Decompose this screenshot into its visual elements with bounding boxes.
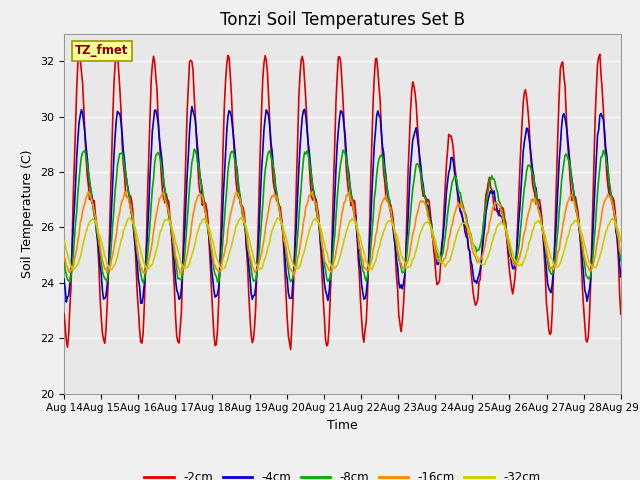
-2cm — [287, 347, 294, 352]
-32cm — [617, 238, 625, 243]
-4cm — [60, 276, 68, 282]
-4cm — [138, 300, 146, 306]
-32cm — [472, 250, 479, 255]
-16cm — [298, 235, 305, 241]
Title: Tonzi Soil Temperatures Set B: Tonzi Soil Temperatures Set B — [220, 11, 465, 29]
-16cm — [374, 220, 381, 226]
-16cm — [122, 189, 129, 195]
-32cm — [401, 259, 408, 264]
-4cm — [374, 108, 381, 114]
-8cm — [472, 244, 479, 250]
-8cm — [60, 260, 68, 265]
-32cm — [368, 267, 376, 273]
-16cm — [568, 192, 576, 198]
-32cm — [296, 263, 304, 268]
Line: -32cm: -32cm — [64, 217, 621, 270]
-16cm — [60, 253, 68, 259]
-16cm — [291, 273, 298, 278]
Legend: -2cm, -4cm, -8cm, -16cm, -32cm: -2cm, -4cm, -8cm, -16cm, -32cm — [140, 466, 545, 480]
-8cm — [298, 185, 305, 191]
-8cm — [568, 179, 576, 185]
-32cm — [234, 221, 241, 227]
-32cm — [568, 221, 576, 227]
-32cm — [60, 238, 68, 243]
X-axis label: Time: Time — [327, 419, 358, 432]
Line: -8cm: -8cm — [64, 149, 621, 283]
-2cm — [568, 198, 576, 204]
Line: -2cm: -2cm — [64, 52, 621, 349]
Text: TZ_fmet: TZ_fmet — [75, 44, 129, 58]
-32cm — [374, 249, 381, 254]
-8cm — [617, 258, 625, 264]
-4cm — [472, 278, 479, 284]
-4cm — [188, 104, 196, 109]
-16cm — [472, 254, 479, 260]
Line: -4cm: -4cm — [64, 107, 621, 303]
-16cm — [617, 250, 625, 255]
-2cm — [114, 49, 122, 55]
-32cm — [238, 215, 246, 220]
-2cm — [401, 282, 408, 288]
-8cm — [236, 190, 243, 195]
-16cm — [234, 192, 242, 198]
-8cm — [401, 269, 408, 275]
-8cm — [140, 280, 147, 286]
-2cm — [234, 194, 242, 200]
-4cm — [401, 273, 408, 279]
-2cm — [60, 311, 68, 316]
-4cm — [298, 128, 305, 134]
-16cm — [401, 265, 408, 271]
-2cm — [472, 302, 479, 308]
-2cm — [374, 68, 381, 73]
-8cm — [190, 146, 198, 152]
-8cm — [374, 162, 381, 168]
Y-axis label: Soil Temperature (C): Soil Temperature (C) — [22, 149, 35, 278]
-4cm — [236, 191, 243, 197]
Line: -16cm: -16cm — [64, 192, 621, 276]
-2cm — [298, 58, 305, 63]
-4cm — [568, 177, 576, 182]
-4cm — [617, 274, 625, 280]
-2cm — [617, 311, 625, 317]
